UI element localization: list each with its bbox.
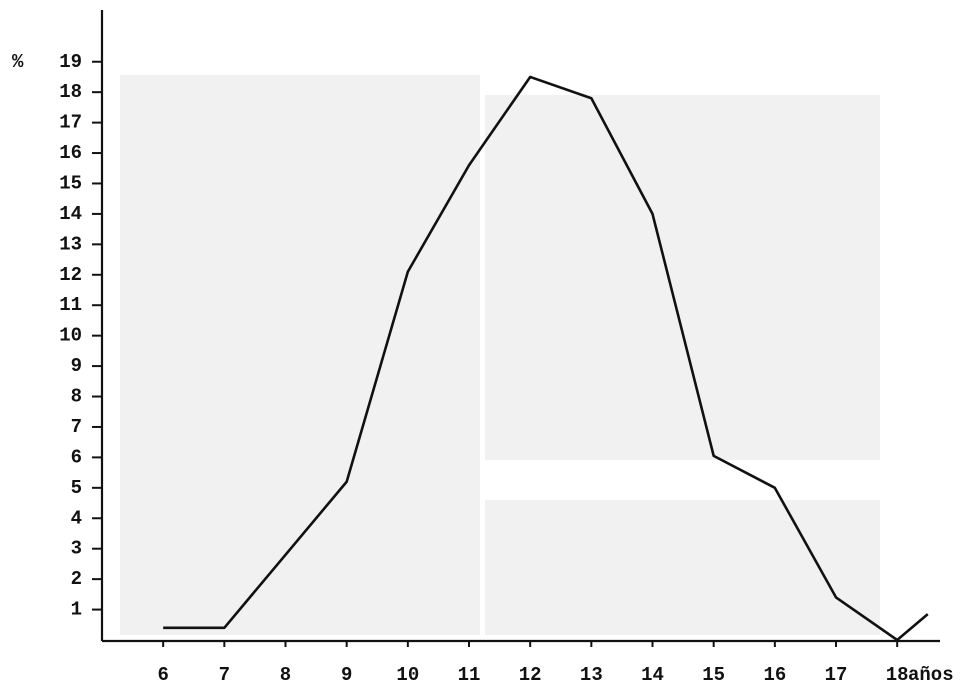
y-tick-label: 13 bbox=[59, 233, 82, 255]
x-tick-label: 6 bbox=[157, 664, 168, 686]
x-tick-label: 17 bbox=[825, 664, 848, 686]
x-tick-label: 14 bbox=[641, 664, 664, 686]
y-tick-label: 3 bbox=[71, 538, 82, 560]
y-tick-label: 9 bbox=[71, 355, 82, 377]
x-tick-label: 15 bbox=[702, 664, 725, 686]
x-tick-label: 8 bbox=[280, 664, 291, 686]
x-axis-label: años bbox=[908, 664, 954, 686]
x-tick-label: 16 bbox=[763, 664, 786, 686]
chart: % años 123456789101112131415161718196789… bbox=[0, 0, 980, 693]
y-tick-label: 19 bbox=[59, 51, 82, 73]
y-tick-label: 1 bbox=[71, 599, 82, 621]
y-tick-label: 12 bbox=[59, 264, 82, 286]
x-tick-label: 18 bbox=[886, 664, 909, 686]
x-tick-label: 9 bbox=[341, 664, 352, 686]
y-tick-label: 6 bbox=[71, 446, 82, 468]
y-tick-label: 14 bbox=[59, 203, 82, 225]
x-tick-label: 12 bbox=[519, 664, 542, 686]
x-tick-label: 11 bbox=[458, 664, 481, 686]
y-tick-label: 17 bbox=[59, 112, 82, 134]
y-tick-label: 10 bbox=[59, 325, 82, 347]
y-tick-label: 5 bbox=[71, 477, 82, 499]
x-tick-label: 7 bbox=[219, 664, 230, 686]
y-tick-label: 2 bbox=[71, 568, 82, 590]
y-tick-label: 7 bbox=[71, 416, 82, 438]
y-axis-label: % bbox=[12, 51, 24, 73]
y-tick-label: 8 bbox=[71, 386, 82, 408]
y-tick-label: 15 bbox=[59, 172, 82, 194]
y-tick-label: 11 bbox=[59, 294, 82, 316]
x-tick-label: 10 bbox=[396, 664, 419, 686]
watermark bbox=[120, 75, 880, 635]
y-tick-label: 18 bbox=[59, 81, 82, 103]
x-tick-label: 13 bbox=[580, 664, 603, 686]
y-tick-label: 4 bbox=[71, 507, 82, 529]
y-tick-label: 16 bbox=[59, 142, 82, 164]
